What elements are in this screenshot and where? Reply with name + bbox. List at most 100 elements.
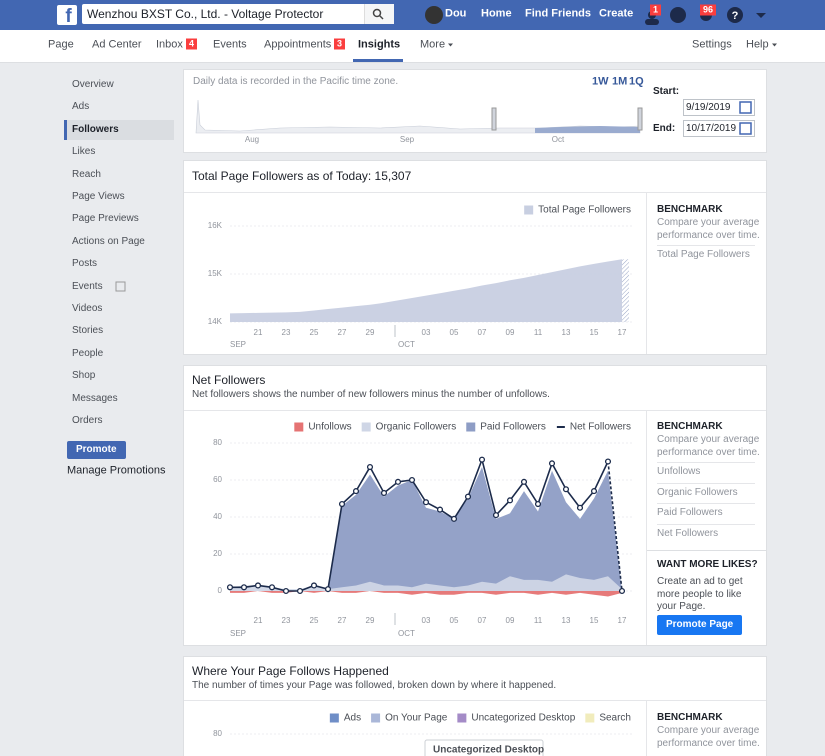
sidebar-item[interactable]: Reach [72, 168, 101, 180]
tab-right[interactable]: Help [746, 38, 769, 51]
sidebar-item[interactable]: People [72, 347, 104, 359]
separator [657, 462, 755, 463]
point [296, 587, 304, 595]
area [230, 467, 622, 591]
promo-text: Create an ad to get more people to like … [657, 576, 743, 612]
overview-month: Aug [244, 135, 260, 144]
sidebar-item[interactable]: Actions on Page [72, 235, 145, 247]
point [352, 488, 360, 495]
y-tick-label: 16K [208, 221, 223, 230]
search-button[interactable] [364, 4, 394, 24]
tab[interactable]: Ad Center [92, 38, 142, 51]
legend-label: Ads [344, 713, 361, 724]
point [226, 584, 234, 591]
x-tick-label: 21 [254, 616, 263, 625]
manage-promotions[interactable]: Manage Promotions [67, 464, 166, 477]
x-tick-label: 17 [618, 616, 627, 625]
x-tick-label: 17 [618, 328, 627, 337]
benchmark-text: Compare your average performance over ti… [657, 217, 760, 241]
tab[interactable]: Insights [358, 38, 401, 51]
promote-button[interactable]: Promote [67, 441, 126, 459]
sidebar-item[interactable]: Events [72, 280, 103, 292]
x-tick-label: 29 [366, 328, 375, 337]
divider [184, 192, 766, 193]
point [492, 512, 500, 519]
benchmark-item[interactable]: Paid Followers [657, 507, 723, 518]
x-tick-label: 07 [478, 328, 487, 337]
sidebar-item[interactable]: Messages [72, 392, 118, 404]
calendar-icon[interactable] [739, 122, 752, 135]
sidebar-item[interactable]: Stories [72, 325, 104, 337]
benchmark-item[interactable]: Unfollows [657, 466, 701, 477]
tab[interactable]: Appointments [264, 38, 332, 51]
legend-label: On Your Page [385, 713, 448, 724]
sidebar-item[interactable]: Posts [72, 258, 98, 270]
x-tick-label: 05 [450, 328, 459, 337]
page-name[interactable]: Wenzhou BXST Co., Ltd. - Voltage Protect… [87, 7, 324, 21]
promo-button[interactable]: Promote Page [657, 615, 743, 635]
x-tick-label: 05 [450, 616, 459, 625]
benchmark-item[interactable]: Organic Followers [657, 486, 738, 498]
sidebar-item[interactable]: Page Previews [72, 213, 139, 225]
svg-text:?: ? [732, 10, 739, 22]
legend-swatch [329, 713, 339, 723]
x-tick-label: 13 [562, 616, 571, 625]
range-preset[interactable]: 1W [592, 75, 609, 88]
promo-title: WANT MORE LIKES? [657, 559, 758, 570]
top-link[interactable]: Home [481, 7, 512, 20]
benchmark-item[interactable]: Total Page Followers [657, 249, 750, 260]
range-preset[interactable]: 1Q [629, 75, 644, 88]
legend-swatch [294, 422, 304, 432]
overview-handle[interactable] [637, 107, 643, 131]
end-input[interactable] [683, 120, 755, 137]
sidebar-item[interactable]: Ads [72, 101, 90, 113]
month-label: SEP [230, 340, 246, 349]
search-icon [372, 8, 384, 20]
sidebar-item[interactable]: Overview [72, 79, 114, 90]
sidebar-item[interactable]: Shop [72, 370, 96, 382]
start-label: Start: [653, 86, 680, 97]
legend-swatch [466, 422, 476, 432]
range-panel [183, 69, 767, 153]
top-link[interactable]: Find Friends [525, 7, 591, 20]
legend-label: Total Page Followers [538, 205, 631, 216]
estimate-hatch [622, 259, 629, 322]
start-input[interactable] [683, 99, 755, 116]
line-partial [607, 461, 623, 592]
avatar[interactable] [425, 6, 443, 24]
tab[interactable]: Inbox [156, 38, 183, 51]
tab-right[interactable]: Settings [692, 38, 732, 51]
y-tick-label: 80 [213, 438, 222, 447]
calendar-icon[interactable] [739, 101, 752, 114]
sidebar-item[interactable]: Page Views [72, 191, 125, 202]
user-name[interactable]: Dou [445, 7, 467, 20]
point [338, 500, 346, 508]
sidebar-item[interactable]: Orders [72, 415, 103, 426]
y-tick-label: 40 [213, 512, 222, 521]
x-tick-label: 15 [590, 328, 599, 337]
legend-swatch [585, 713, 595, 723]
x-tick-label: 15 [590, 616, 599, 625]
chart-subtitle: Net followers shows the number of new fo… [192, 389, 550, 400]
where-panel [183, 656, 767, 756]
range-preset[interactable]: 1M [612, 75, 628, 88]
tab[interactable]: Page [48, 38, 74, 51]
sidebar-item[interactable]: Likes [72, 146, 96, 158]
point [254, 582, 262, 589]
tab[interactable]: More [420, 38, 446, 51]
point [324, 586, 332, 593]
caret [772, 43, 777, 47]
logo[interactable]: f [57, 5, 77, 25]
benchmark-item[interactable]: Net Followers [657, 527, 719, 539]
sidebar-item[interactable]: Videos [72, 303, 103, 314]
search-box[interactable] [82, 4, 393, 24]
tab[interactable]: Events [213, 38, 247, 51]
overview-handle[interactable] [491, 107, 497, 131]
month-label: SEP [230, 629, 246, 638]
sidebar-item[interactable]: Followers [72, 123, 119, 135]
legend-swatch [371, 713, 381, 723]
caret [448, 43, 453, 47]
chart-title: Where Your Page Follows Happened [192, 664, 389, 678]
top-link[interactable]: Create [599, 7, 634, 20]
